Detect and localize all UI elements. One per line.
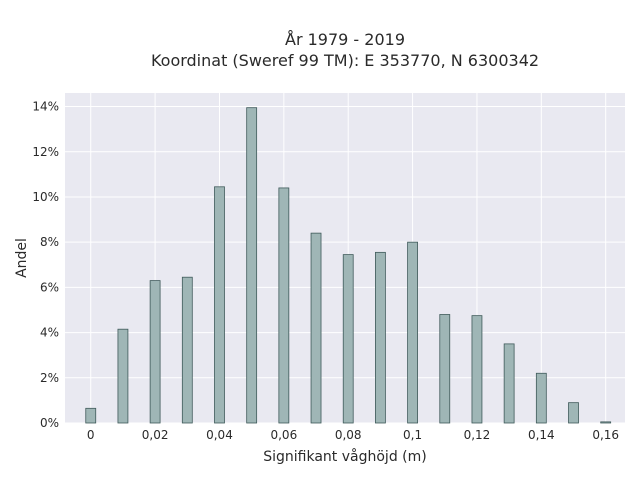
x-tick-label-7: 0,14 bbox=[528, 428, 555, 442]
x-tick-label-1: 0,02 bbox=[142, 428, 169, 442]
y-tick-label-5: 10% bbox=[32, 190, 59, 204]
bar-2 bbox=[149, 280, 161, 424]
bar-11 bbox=[439, 314, 451, 424]
y-tick-label-3: 6% bbox=[40, 280, 59, 294]
bar-3 bbox=[181, 276, 193, 424]
bar-6 bbox=[278, 187, 290, 424]
bar-1 bbox=[117, 328, 129, 424]
bar-0 bbox=[85, 407, 97, 424]
chart-title-line-1: År 1979 - 2019 bbox=[285, 30, 405, 49]
bar-14 bbox=[535, 372, 547, 424]
bar-4 bbox=[214, 186, 225, 424]
y-tick-labels: 0% 2% 4% 6% 8% 10% 12% 14% bbox=[32, 100, 59, 430]
x-axis-label: Signifikant våghöjd (m) bbox=[263, 448, 426, 465]
y-axis-label: Andel bbox=[14, 238, 30, 278]
x-tick-label-3: 0,06 bbox=[270, 428, 297, 442]
y-tick-label-4: 8% bbox=[40, 235, 59, 249]
x-tick-label-0: 0 bbox=[87, 428, 95, 442]
x-tick-label-6: 0,12 bbox=[464, 428, 491, 442]
chart-title-line-2: Koordinat (Sweref 99 TM): E 353770, N 63… bbox=[151, 51, 539, 70]
bar-16 bbox=[600, 421, 612, 424]
bar-9 bbox=[375, 251, 386, 424]
y-tick-label-0: 0% bbox=[40, 416, 59, 430]
x-tick-label-2: 0,04 bbox=[206, 428, 233, 442]
bar-12 bbox=[471, 315, 483, 424]
bars bbox=[85, 107, 612, 424]
x-tick-labels: 0 0,02 0,04 0,06 0,08 0,1 0,12 0,14 0,16 bbox=[87, 428, 619, 442]
x-tick-label-4: 0,08 bbox=[335, 428, 362, 442]
y-tick-label-1: 2% bbox=[40, 371, 59, 385]
x-tick-label-8: 0,16 bbox=[592, 428, 619, 442]
y-tick-label-7: 14% bbox=[32, 100, 59, 114]
bar-13 bbox=[503, 343, 515, 424]
bar-10 bbox=[407, 241, 418, 424]
y-tick-label-2: 4% bbox=[40, 326, 59, 340]
bar-5 bbox=[246, 107, 258, 424]
x-tick-label-5: 0,1 bbox=[403, 428, 422, 442]
bar-8 bbox=[342, 254, 354, 424]
y-tick-label-6: 12% bbox=[32, 145, 59, 159]
bar-15 bbox=[568, 402, 579, 424]
bar-7 bbox=[310, 232, 322, 424]
